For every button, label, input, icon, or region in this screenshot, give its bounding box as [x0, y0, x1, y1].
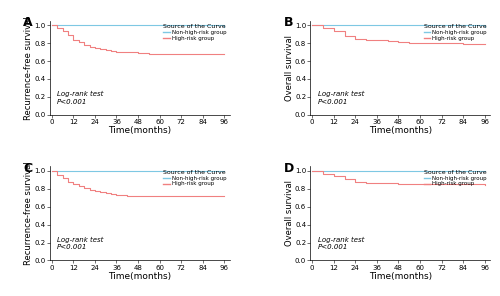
Legend: Non-high-risk group, High-risk group: Non-high-risk group, High-risk group [423, 169, 487, 187]
X-axis label: Time(months): Time(months) [108, 272, 172, 281]
Legend: Non-high-risk group, High-risk group: Non-high-risk group, High-risk group [162, 169, 227, 187]
X-axis label: Time(months): Time(months) [368, 272, 432, 281]
Text: Log-rank test: Log-rank test [57, 91, 104, 97]
Text: B: B [284, 16, 293, 29]
Y-axis label: Overall survival: Overall survival [284, 35, 294, 101]
Legend: Non-high-risk group, High-risk group: Non-high-risk group, High-risk group [162, 23, 227, 41]
Text: Log-rank test: Log-rank test [57, 237, 104, 243]
X-axis label: Time(months): Time(months) [368, 126, 432, 135]
Text: P<0.001: P<0.001 [318, 244, 348, 250]
Legend: Non-high-risk group, High-risk group: Non-high-risk group, High-risk group [423, 23, 487, 41]
X-axis label: Time(months): Time(months) [108, 126, 172, 135]
Y-axis label: Recurrence-free survival: Recurrence-free survival [24, 162, 33, 265]
Text: P<0.001: P<0.001 [57, 244, 88, 250]
Text: P<0.001: P<0.001 [318, 99, 348, 105]
Text: Log-rank test: Log-rank test [318, 91, 364, 97]
Y-axis label: Recurrence-free survival: Recurrence-free survival [24, 16, 33, 120]
Y-axis label: Overall survival: Overall survival [284, 181, 294, 247]
Text: D: D [284, 162, 294, 175]
Text: C: C [23, 162, 32, 175]
Text: Log-rank test: Log-rank test [318, 237, 364, 243]
Text: P<0.001: P<0.001 [57, 99, 88, 105]
Text: A: A [23, 16, 32, 29]
